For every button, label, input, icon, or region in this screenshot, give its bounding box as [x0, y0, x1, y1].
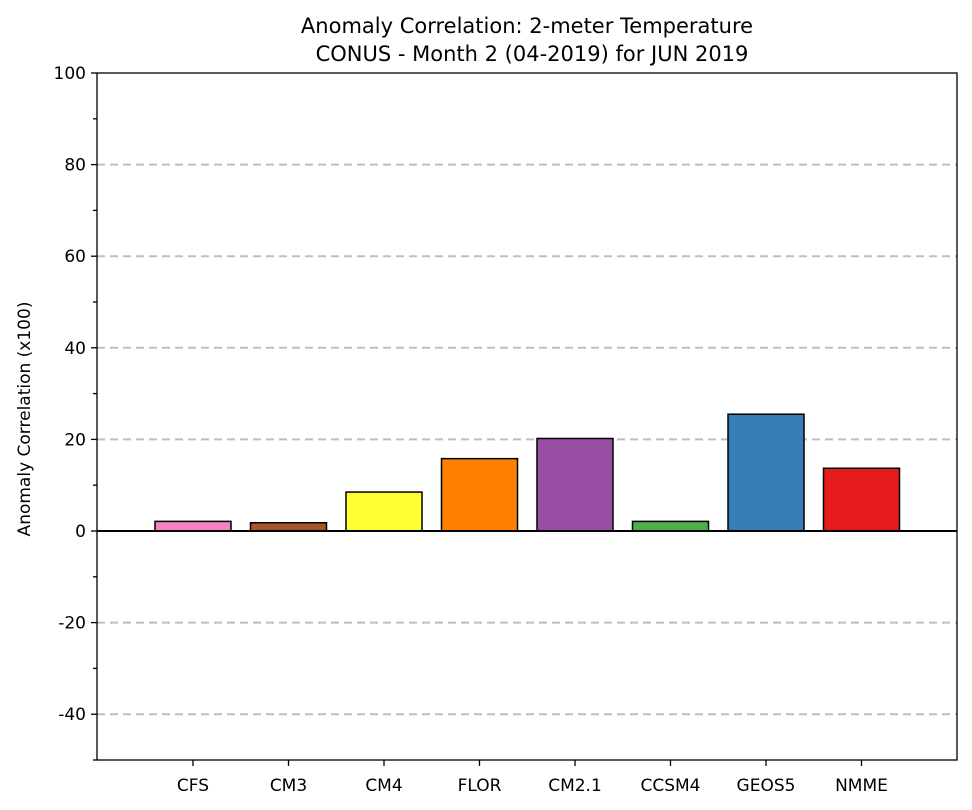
chart-subtitle: CONUS - Month 2 (04-2019) for JUN 2019 [316, 42, 749, 66]
y-tick-label: 40 [64, 339, 86, 359]
y-tick-label: 20 [64, 430, 86, 450]
x-axis: CFS CM3 CM4 FLOR CM2.1 CCSM4 GEOS5 NMME [177, 760, 888, 796]
bar-cm3 [249, 522, 328, 532]
bar-nmme [822, 467, 901, 532]
y-tick-label: 100 [54, 64, 86, 84]
x-tick-label: NMME [835, 776, 888, 796]
bar-cm2-1 [536, 437, 614, 532]
y-tick-label: 0 [75, 522, 86, 542]
y-tick-label: 80 [64, 156, 86, 176]
bar-cfs [154, 520, 232, 532]
bar-cm4 [345, 491, 423, 532]
x-tick-label: FLOR [458, 776, 502, 796]
y-tick-label: -20 [58, 614, 86, 634]
bars [154, 413, 901, 532]
x-tick-label: GEOS5 [737, 776, 796, 796]
x-tick-label: CM4 [365, 776, 402, 796]
x-tick-label: CFS [177, 776, 209, 796]
y-tick-label: -40 [58, 705, 86, 725]
plot-frame [96, 72, 958, 761]
bar-ccsm4 [631, 520, 710, 532]
y-axis: -40 -20 0 20 40 60 80 100 [54, 64, 97, 761]
x-tick-label: CM2.1 [548, 776, 602, 796]
x-tick-label: CM3 [270, 776, 307, 796]
x-tick-label: CCSM4 [640, 776, 700, 796]
chart-title: Anomaly Correlation: 2-meter Temperature [301, 14, 753, 38]
y-tick-label: 60 [64, 247, 86, 267]
bar-flor [440, 457, 519, 532]
gridlines [97, 163, 957, 716]
bar-geos5 [727, 413, 805, 532]
y-axis-label: Anomaly Correlation (x100) [15, 302, 35, 537]
